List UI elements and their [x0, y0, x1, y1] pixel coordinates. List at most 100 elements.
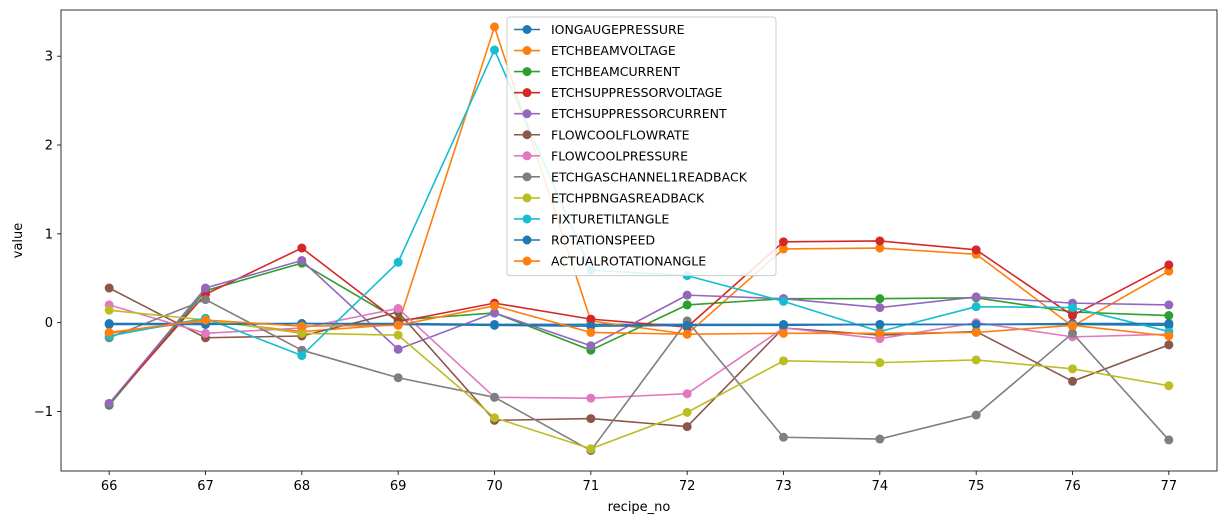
data-point [779, 296, 788, 306]
data-point [875, 303, 885, 313]
y-axis: −1 0 1 2 3 [34, 50, 61, 420]
data-point [875, 319, 885, 329]
legend-label: ETCHSUPPRESSORVOLTAGE [551, 85, 722, 100]
data-point [1164, 300, 1174, 310]
data-point [682, 389, 692, 399]
series-line [108, 240, 1170, 405]
series-line [108, 287, 1170, 428]
data-point [297, 243, 307, 253]
series-line [108, 259, 1169, 405]
x-tick-label: 66 [101, 479, 118, 494]
data-point [971, 327, 981, 337]
legend-item: ETCHBEAMCURRENT [514, 64, 680, 79]
x-tick-label: 69 [390, 479, 407, 494]
data-point [393, 303, 403, 313]
data-point [779, 356, 788, 366]
series-actualrotationangle [104, 301, 1174, 341]
data-point [779, 432, 788, 442]
data-point [490, 45, 499, 55]
data-point [586, 444, 596, 454]
data-point [586, 314, 596, 324]
series-etchgaschannel1readback [104, 295, 1174, 456]
data-point [1164, 311, 1174, 321]
data-point [297, 351, 307, 361]
series-etchsuppressorcurrent [104, 255, 1174, 408]
series-line [109, 309, 1169, 450]
data-point [586, 321, 596, 331]
data-point [779, 244, 788, 254]
x-tick-label: 74 [872, 479, 889, 494]
data-point [875, 243, 885, 253]
legend-swatch-marker [522, 214, 532, 224]
y-axis-title: value [11, 223, 26, 259]
y-tick-label: 3 [45, 50, 53, 65]
legend-item: ETCHSUPPRESSORCURRENT [514, 106, 727, 121]
x-tick-label: 75 [968, 479, 985, 494]
legend-label: IONGAUGEPRESSURE [551, 22, 685, 37]
legend-swatch-marker [522, 25, 532, 34]
legend-swatch-marker [522, 109, 532, 119]
data-point [586, 414, 596, 424]
y-tick-label: 0 [45, 316, 53, 331]
data-point [1068, 328, 1077, 338]
data-point [1164, 319, 1174, 329]
data-point [875, 358, 885, 368]
x-tick-label: 68 [294, 479, 311, 494]
legend-box [506, 16, 777, 277]
data-point [490, 320, 499, 330]
series-etchpbngasreadback [104, 305, 1174, 454]
x-tick-label: 67 [197, 479, 214, 494]
data-point [875, 434, 885, 444]
y-tick-label: −1 [34, 405, 53, 420]
legend-item: ETCHBEAMVOLTAGE [514, 43, 676, 58]
x-tick-label: 77 [1161, 479, 1178, 494]
legend-item: ACTUALROTATIONANGLE [514, 254, 706, 269]
data-point [104, 305, 114, 315]
data-point [1164, 340, 1174, 350]
legend-swatch-marker [522, 88, 532, 98]
x-tick-label: 73 [775, 479, 792, 494]
legend-swatch-marker [522, 172, 532, 182]
x-axis-title: recipe_no [608, 500, 671, 515]
data-point [586, 327, 596, 337]
data-point [201, 283, 210, 293]
data-point [971, 410, 981, 420]
data-point [971, 319, 981, 329]
data-point [104, 283, 114, 293]
legend-item: FIXTURETILTANGLE [514, 211, 669, 226]
legend-item: IONGAUGEPRESSURE [514, 22, 685, 37]
data-point [490, 392, 499, 402]
data-point [971, 245, 981, 255]
x-axis: 66 67 68 69 70 71 72 73 74 75 76 77 [101, 471, 1177, 494]
data-point [682, 300, 692, 310]
series-line [109, 322, 1169, 328]
legend-swatch-marker [522, 235, 532, 245]
data-point [1068, 376, 1077, 386]
legend-label: FIXTURETILTANGLE [551, 211, 669, 226]
legend-swatch-marker [522, 67, 532, 77]
data-point [490, 301, 499, 311]
y-tick-label: 2 [45, 139, 53, 154]
series-line [109, 304, 1169, 337]
legend-item: FLOWCOOLFLOWRATE [514, 127, 690, 142]
data-point [682, 290, 692, 300]
data-point [104, 319, 114, 329]
legend: IONGAUGEPRESSURE ETCHBEAMVOLTAGE ETCHBEAMC… [506, 16, 777, 277]
data-point [586, 393, 596, 403]
x-tick-label: 71 [583, 479, 600, 494]
legend-item: FLOWCOOLPRESSURE [514, 148, 688, 163]
series-line [108, 298, 1170, 452]
data-point [875, 328, 885, 338]
data-point [682, 422, 692, 432]
x-tick-label: 70 [486, 479, 503, 494]
data-point [1068, 320, 1077, 330]
series-line [108, 262, 1169, 406]
legend-item: ETCHPBNGASREADBACK [514, 190, 705, 205]
data-point [682, 320, 692, 330]
data-point [393, 257, 403, 267]
x-tick-label: 72 [679, 479, 696, 494]
data-point [682, 329, 692, 339]
data-point [779, 320, 788, 330]
data-point [971, 355, 981, 365]
